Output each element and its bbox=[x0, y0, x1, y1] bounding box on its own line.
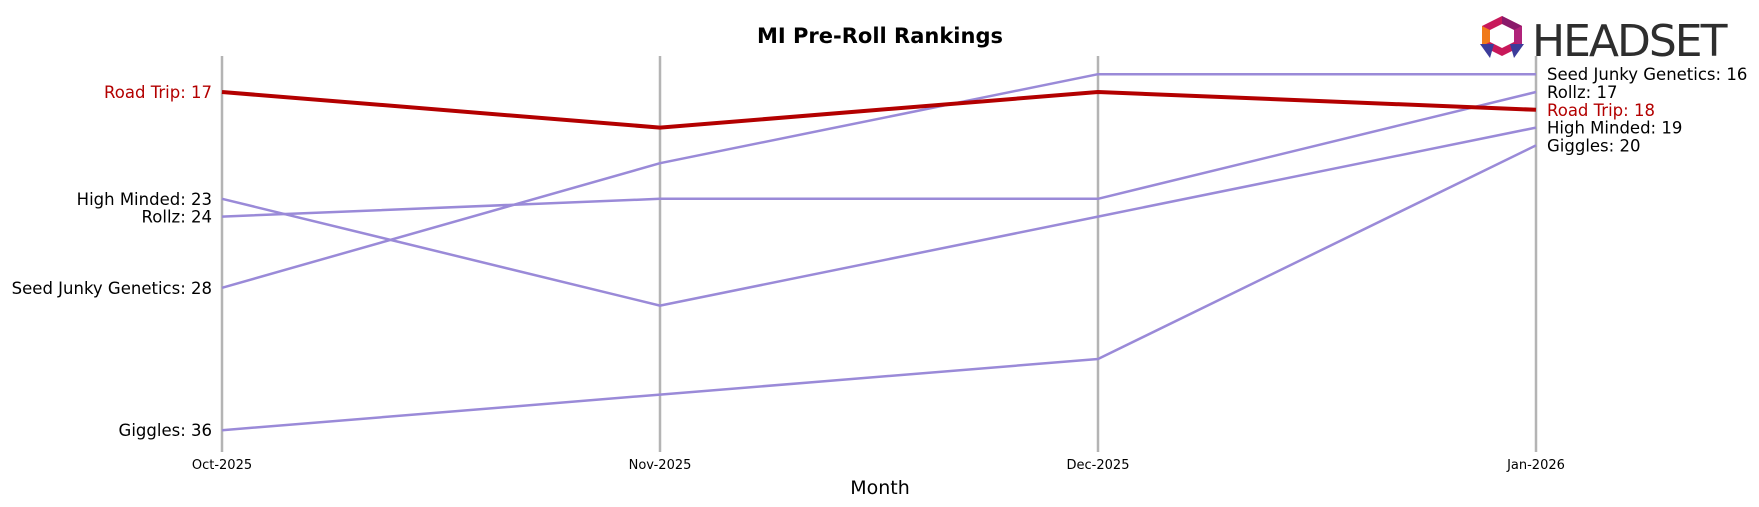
end-label-seed-junky-genetics: Seed Junky Genetics: 16 bbox=[1547, 65, 1747, 84]
headset-logo: HEADSET bbox=[1480, 16, 1730, 67]
start-label-high-minded: High Minded: 23 bbox=[77, 190, 212, 209]
start-label-road-trip: Road Trip: 17 bbox=[104, 83, 212, 102]
start-label-seed-junky-genetics: Seed Junky Genetics: 28 bbox=[12, 279, 212, 298]
series-line-high-minded bbox=[221, 126, 1537, 307]
series-line-rollz bbox=[221, 90, 1537, 218]
grid-lines bbox=[220, 56, 1538, 452]
x-axis-label: Month bbox=[850, 477, 910, 499]
series-line-seed-junky-genetics bbox=[221, 72, 1536, 290]
x-tick-label: Nov-2025 bbox=[629, 458, 692, 473]
headset-logo-text: HEADSET bbox=[1532, 16, 1728, 67]
x-tick-label: Dec-2025 bbox=[1067, 458, 1130, 473]
end-label-high-minded: High Minded: 19 bbox=[1547, 119, 1682, 138]
x-tick-labels: Oct-2025 Nov-2025 Dec-2025 Jan-2026 bbox=[192, 458, 1565, 473]
chart-title: MI Pre-Roll Rankings bbox=[757, 24, 1003, 48]
start-label-giggles: Giggles: 36 bbox=[119, 421, 212, 440]
x-tick-label: Oct-2025 bbox=[192, 458, 252, 473]
end-label-giggles: Giggles: 20 bbox=[1547, 136, 1640, 155]
series-labels: Road Trip: 17 Road Trip: 18 High Minded: 2… bbox=[12, 65, 1748, 440]
end-label-rollz: Rollz: 17 bbox=[1547, 83, 1617, 102]
start-label-rollz: Rollz: 24 bbox=[142, 208, 212, 227]
x-tick-label: Jan-2026 bbox=[1506, 458, 1565, 473]
end-label-road-trip: Road Trip: 18 bbox=[1547, 101, 1655, 120]
headset-logo-icon bbox=[1480, 16, 1524, 58]
series-line-giggles bbox=[221, 144, 1537, 432]
series-line-road-trip bbox=[221, 90, 1537, 130]
series-lines bbox=[221, 72, 1537, 432]
